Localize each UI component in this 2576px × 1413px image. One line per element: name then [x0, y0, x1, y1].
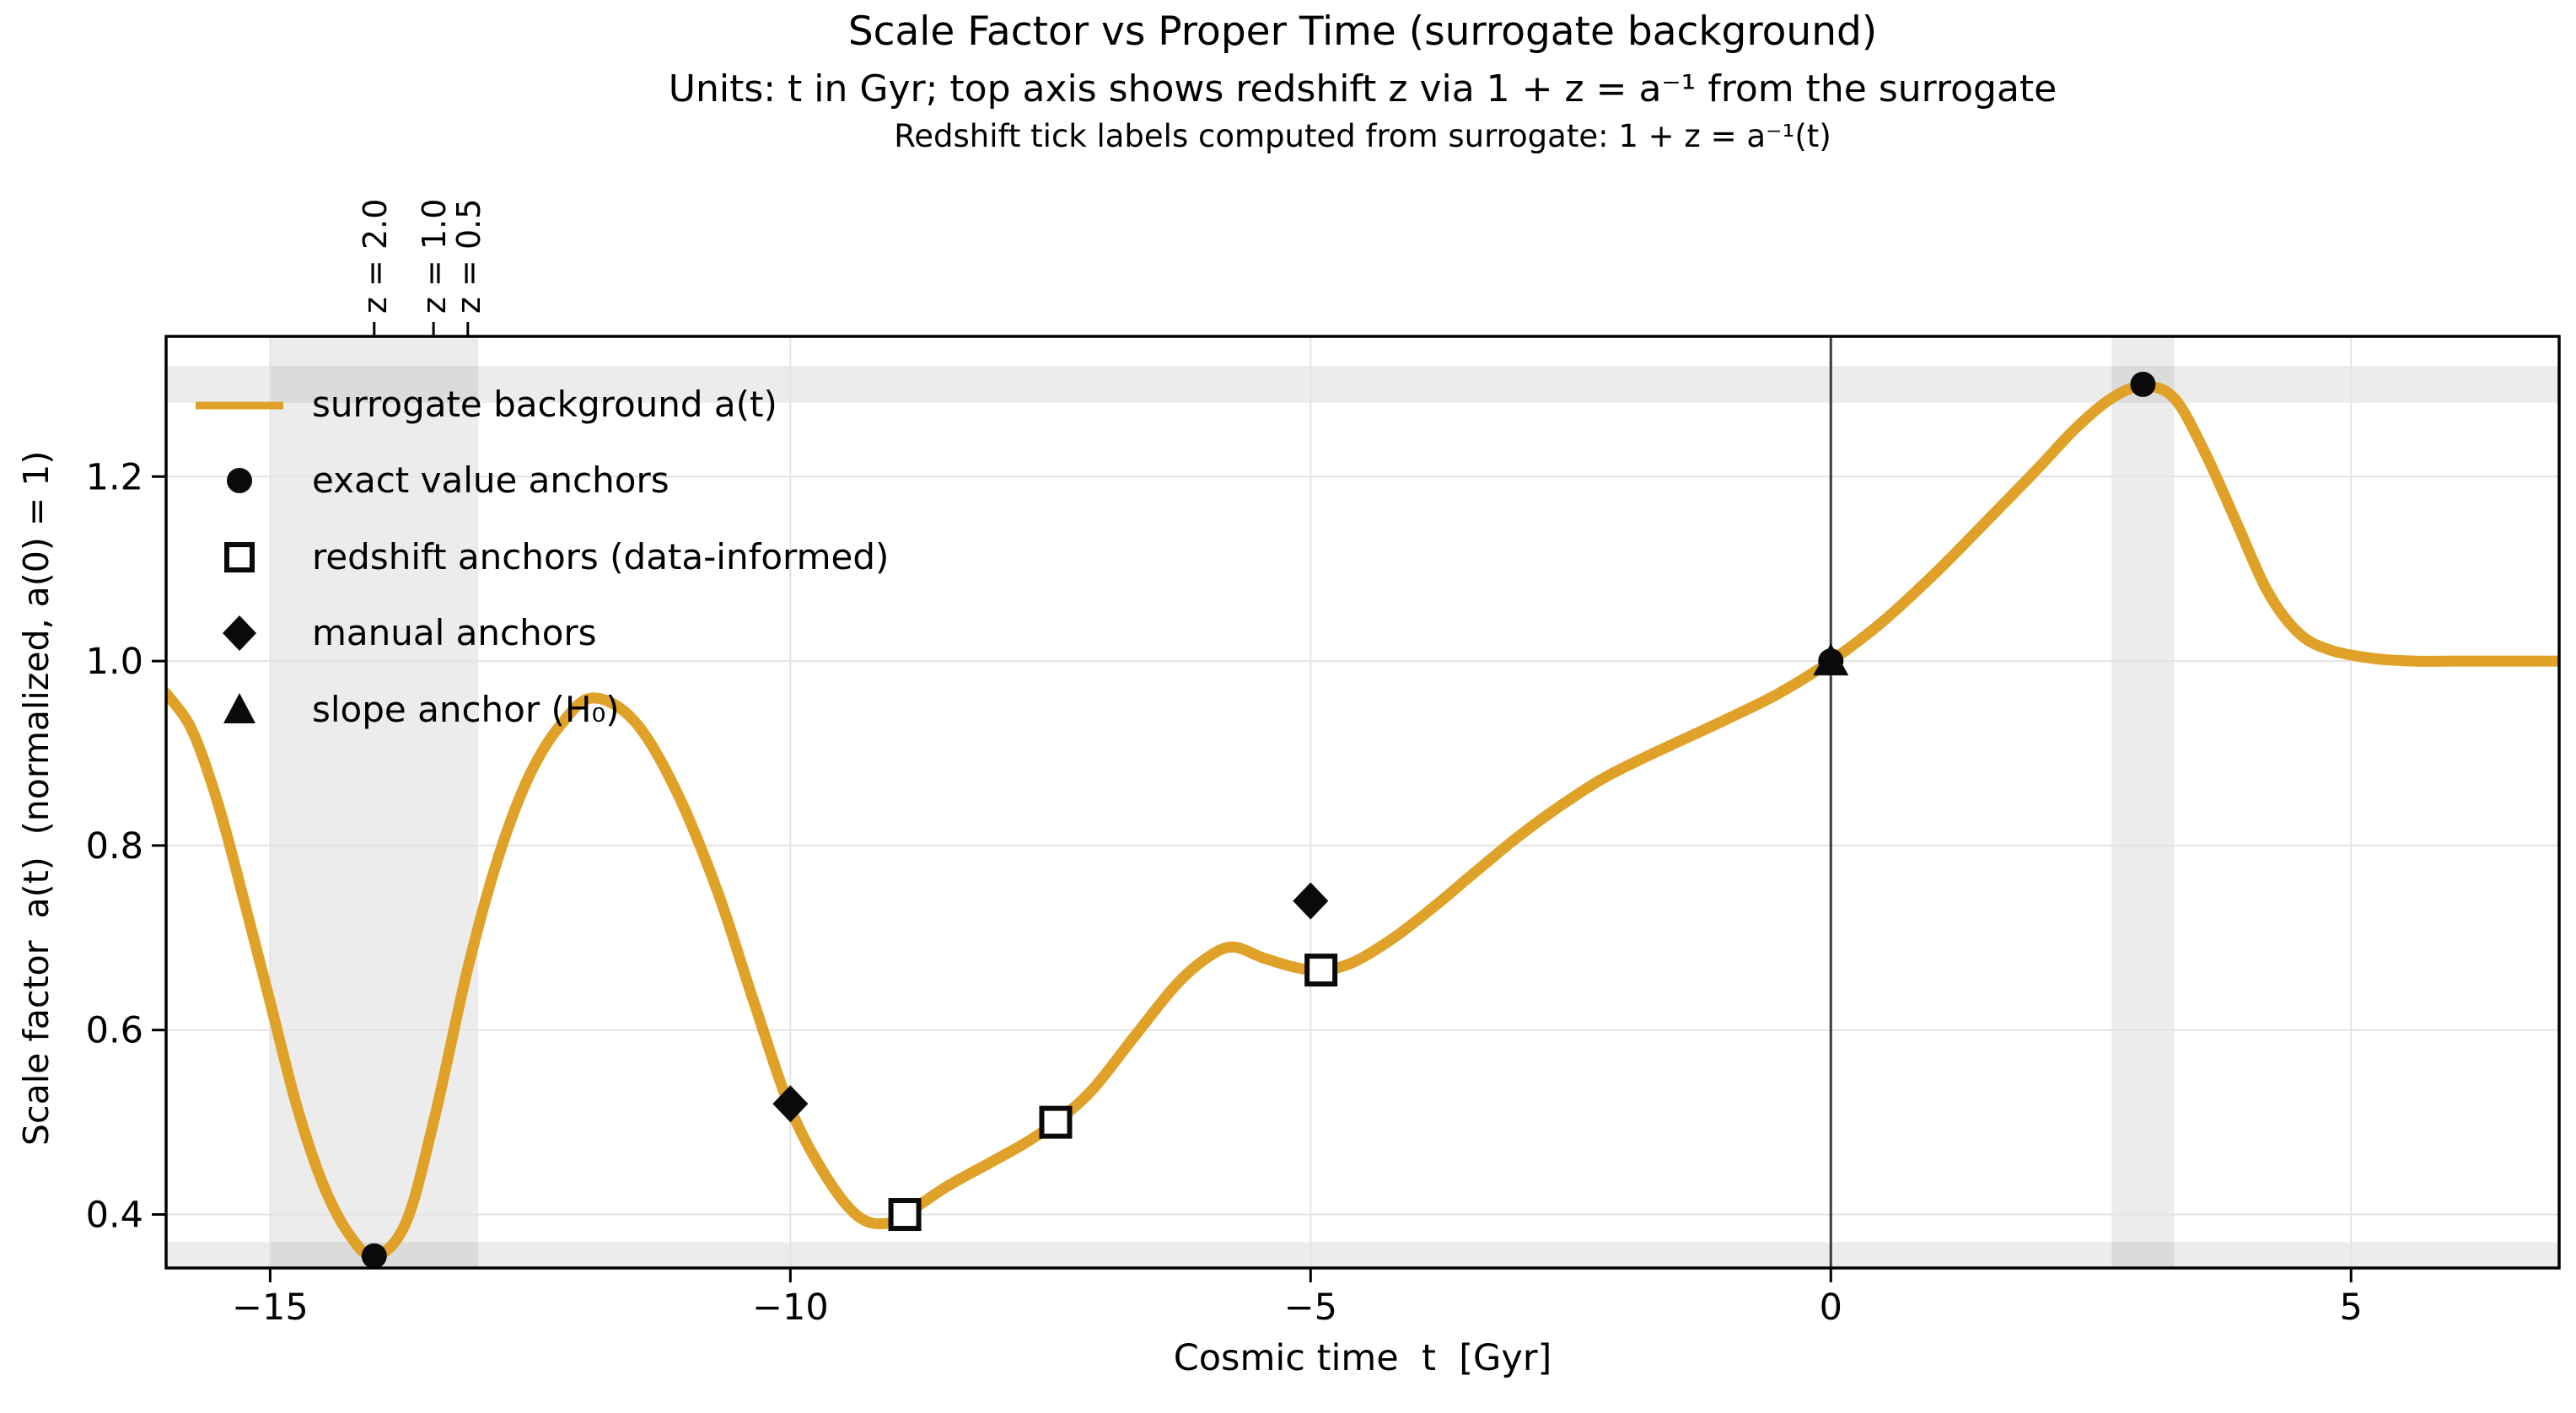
legend-label: exact value anchors — [312, 459, 670, 501]
legend-item-surrogate-curve: surrogate background a(t) — [189, 381, 777, 428]
redshift-anchor-marker — [1304, 954, 1338, 987]
chart-note: Redshift tick labels computed from surro… — [894, 118, 1831, 154]
legend-diamond-marker-icon — [223, 615, 256, 651]
legend-square-marker-icon — [224, 542, 255, 572]
surrogate-curve — [166, 380, 2559, 1262]
x-tick-label: −15 — [232, 1287, 309, 1329]
x-tick-label: 5 — [2340, 1287, 2363, 1329]
legend-item-slope-anchor: slope anchor (H₀) — [189, 686, 620, 733]
legend-triangle-marker-icon — [223, 693, 255, 723]
legend-item-redshift-anchors: redshift anchors (data-informed) — [189, 534, 889, 581]
x-tick-label: −10 — [752, 1287, 829, 1329]
axes-frame — [164, 335, 2561, 1270]
y-tick-label: 1.0 — [86, 641, 143, 683]
top-axis-tick-label: z = 0.5 — [450, 199, 487, 314]
shaded-time-band — [270, 336, 479, 1268]
chart-subtitle: Units: t in Gyr; top axis shows redshift… — [668, 67, 2057, 110]
shaded-value-band — [166, 1242, 2559, 1268]
redshift-anchor-marker — [1039, 1105, 1073, 1139]
slope-anchor-marker — [1813, 643, 1849, 676]
redshift-anchor-marker — [888, 1198, 922, 1232]
legend-circle-marker-icon — [227, 468, 252, 493]
plot-area — [166, 336, 2559, 1268]
chart-title: Scale Factor vs Proper Time (surrogate b… — [847, 8, 1878, 55]
legend-line-swatch — [196, 401, 283, 410]
shaded-time-band — [2111, 336, 2175, 1268]
x-tick-label: 0 — [1820, 1287, 1842, 1329]
legend-item-manual-anchors: manual anchors — [189, 610, 597, 657]
y-axis-label: Scale factor a(t) (normalized, a(0) = 1) — [16, 450, 56, 1146]
x-tick-label: −5 — [1284, 1287, 1337, 1329]
legend-item-exact-anchors: exact value anchors — [189, 457, 670, 504]
y-tick-label: 0.4 — [86, 1195, 143, 1237]
exact-anchor-marker — [361, 1243, 387, 1268]
legend-label: surrogate background a(t) — [312, 384, 777, 425]
y-tick-label: 0.8 — [86, 825, 143, 868]
top-axis-tick-label: z = 1.0 — [416, 199, 453, 314]
manual-anchor-marker — [772, 1085, 809, 1123]
y-tick-label: 1.2 — [86, 456, 143, 498]
legend-label: manual anchors — [312, 612, 597, 653]
manual-anchor-marker — [1293, 882, 1329, 920]
x-axis-label: Cosmic time t [Gyr] — [1173, 1337, 1552, 1379]
top-axis-tick-label: z = 2.0 — [357, 199, 394, 314]
legend-label: slope anchor (H₀) — [312, 689, 620, 730]
exact-anchor-marker — [2130, 371, 2156, 397]
legend-label: redshift anchors (data-informed) — [312, 536, 890, 578]
y-tick-label: 0.6 — [86, 1010, 143, 1052]
